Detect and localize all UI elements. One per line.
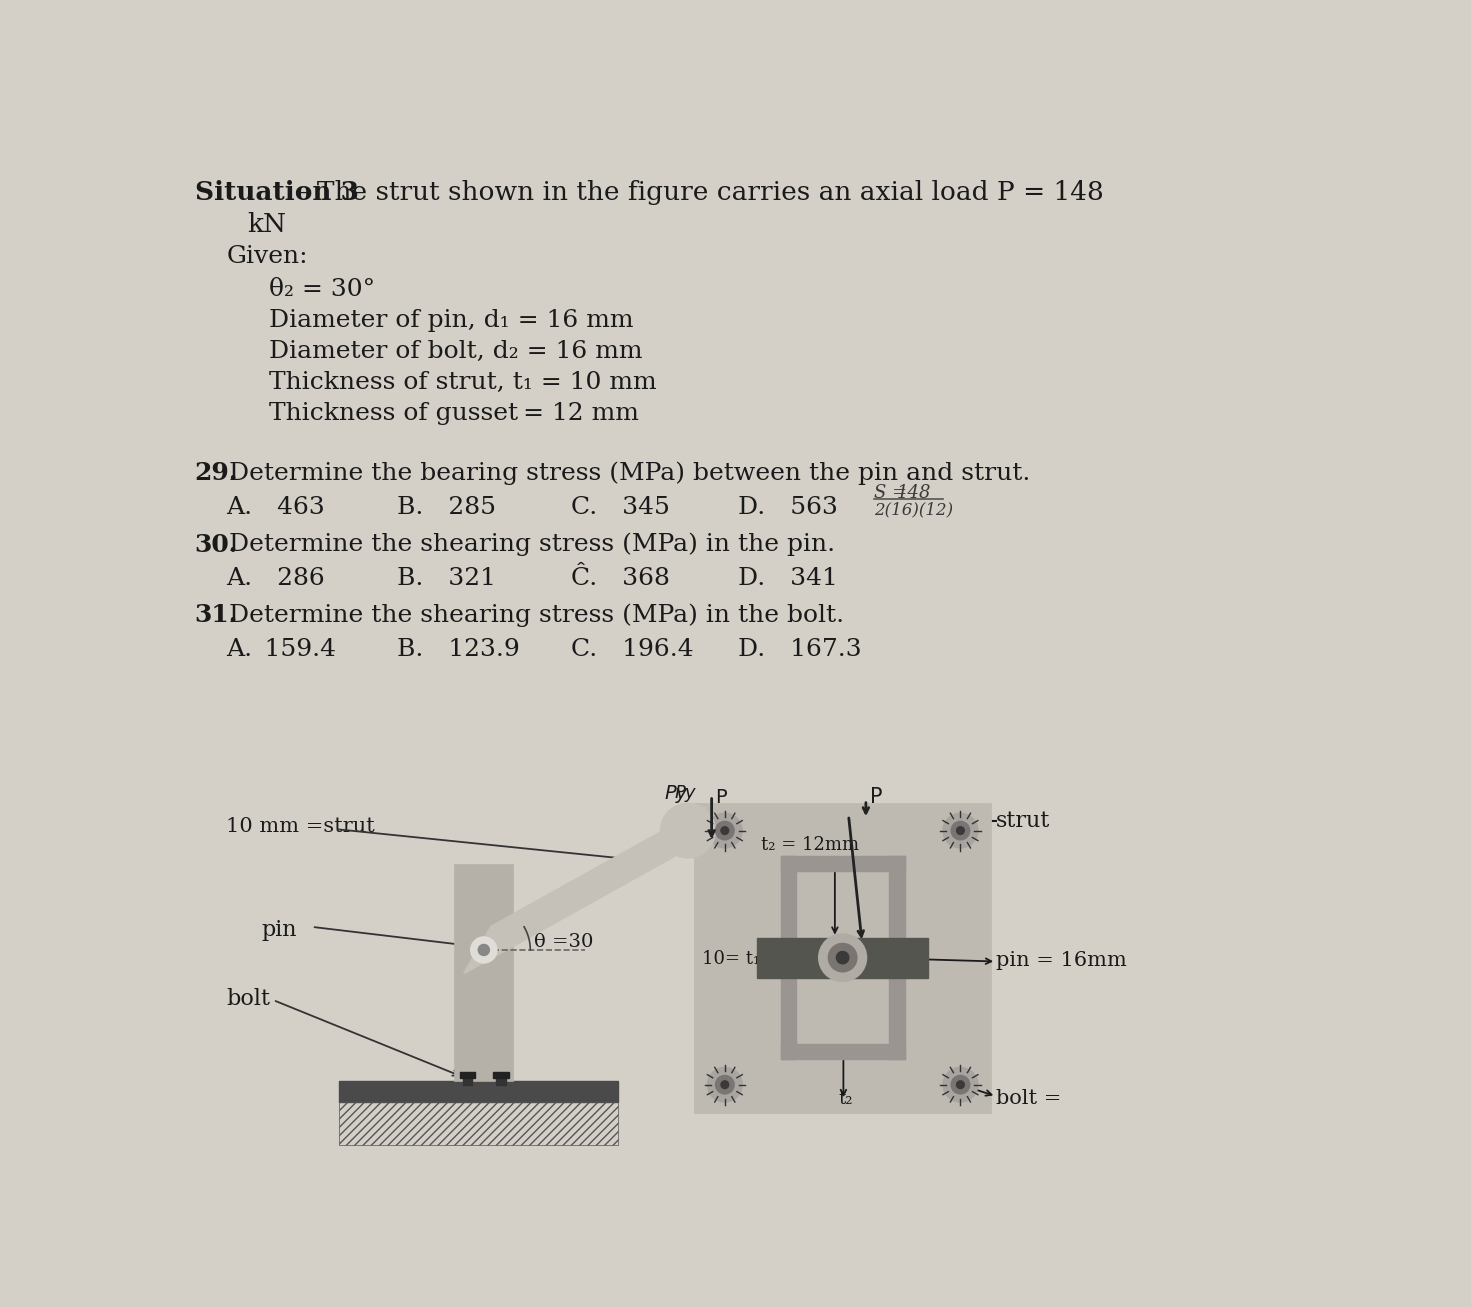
Text: 2(16)(12): 2(16)(12) — [874, 502, 953, 519]
Text: B. 321: B. 321 — [397, 567, 496, 591]
Text: C. 345: C. 345 — [571, 495, 671, 519]
Text: 10= t₁→: 10= t₁→ — [702, 950, 775, 968]
Text: Given:: Given: — [227, 246, 307, 268]
Text: bolt: bolt — [227, 988, 271, 1010]
Bar — [781, 856, 905, 872]
Text: P: P — [869, 787, 883, 806]
Bar — [463, 1074, 472, 1085]
Text: pin: pin — [262, 919, 297, 941]
Text: Diameter of bolt, d₂ = 16 mm: Diameter of bolt, d₂ = 16 mm — [269, 340, 643, 363]
Text: 29.: 29. — [194, 461, 238, 485]
Text: pin = 16mm: pin = 16mm — [996, 951, 1127, 971]
Text: t₂ = 12mm: t₂ = 12mm — [762, 836, 859, 855]
Bar — [496, 1074, 506, 1085]
Text: 30.: 30. — [194, 532, 238, 557]
Circle shape — [943, 1068, 977, 1102]
Text: D. 341: D. 341 — [738, 567, 838, 591]
Text: bolt =: bolt = — [996, 1089, 1062, 1107]
Circle shape — [721, 827, 728, 834]
Text: A. 286: A. 286 — [227, 567, 325, 591]
Text: P: P — [715, 788, 727, 806]
Text: Thickness of strut, t₁ = 10 mm: Thickness of strut, t₁ = 10 mm — [269, 371, 656, 393]
Circle shape — [721, 1081, 728, 1089]
Text: 148: 148 — [897, 484, 931, 502]
Bar — [460, 1072, 475, 1078]
Circle shape — [708, 1068, 741, 1102]
Text: Thickness of gusset = 12 mm: Thickness of gusset = 12 mm — [269, 401, 638, 425]
Circle shape — [708, 814, 741, 847]
Polygon shape — [463, 808, 706, 974]
Circle shape — [819, 935, 866, 980]
Circle shape — [715, 1076, 734, 1094]
Text: Diameter of pin, d₁ = 16 mm: Diameter of pin, d₁ = 16 mm — [269, 310, 634, 332]
Circle shape — [837, 951, 849, 963]
Bar — [455, 865, 513, 1081]
Circle shape — [956, 1081, 965, 1089]
Circle shape — [956, 827, 965, 834]
Text: t₂: t₂ — [838, 1090, 853, 1108]
Text: Situation 3: Situation 3 — [194, 180, 359, 205]
Text: Ĉ. 368: Ĉ. 368 — [571, 567, 671, 591]
Text: 10 mm =strut: 10 mm =strut — [227, 817, 375, 836]
Circle shape — [660, 804, 715, 857]
Text: B. 285: B. 285 — [397, 495, 496, 519]
Text: A. 463: A. 463 — [227, 495, 325, 519]
Text: strut: strut — [996, 810, 1050, 831]
Text: Determine the bearing stress (MPa) between the pin and strut.: Determine the bearing stress (MPa) betwe… — [221, 461, 1031, 485]
Bar — [888, 856, 905, 1059]
Bar — [493, 1072, 509, 1078]
Bar — [338, 1081, 618, 1102]
Text: kN: kN — [247, 212, 287, 238]
Text: S =: S = — [874, 484, 908, 502]
Bar — [696, 804, 990, 1112]
Text: A. 159.4: A. 159.4 — [227, 638, 337, 661]
Text: D. 563: D. 563 — [738, 495, 838, 519]
Circle shape — [952, 1076, 969, 1094]
Text: C. 196.4: C. 196.4 — [571, 638, 694, 661]
Text: θ₂ = 30°: θ₂ = 30° — [269, 278, 375, 302]
Text: B. 123.9: B. 123.9 — [397, 638, 519, 661]
Bar — [338, 1102, 618, 1145]
Circle shape — [478, 945, 490, 955]
Bar — [758, 937, 928, 978]
Text: – The strut shown in the figure carries an axial load P = 148: – The strut shown in the figure carries … — [287, 180, 1103, 205]
Bar — [781, 856, 796, 1059]
Text: Py: Py — [674, 784, 696, 802]
Text: 31.: 31. — [194, 604, 238, 627]
Circle shape — [828, 944, 856, 971]
Circle shape — [952, 821, 969, 840]
Text: Determine the shearing stress (MPa) in the pin.: Determine the shearing stress (MPa) in t… — [221, 532, 836, 557]
Bar — [781, 1044, 905, 1059]
Circle shape — [715, 821, 734, 840]
Text: D. 167.3: D. 167.3 — [738, 638, 862, 661]
Circle shape — [943, 814, 977, 847]
Text: θ =30: θ =30 — [534, 933, 594, 951]
Text: Py: Py — [665, 784, 687, 804]
Circle shape — [471, 937, 496, 962]
Text: Determine the shearing stress (MPa) in the bolt.: Determine the shearing stress (MPa) in t… — [221, 604, 844, 627]
